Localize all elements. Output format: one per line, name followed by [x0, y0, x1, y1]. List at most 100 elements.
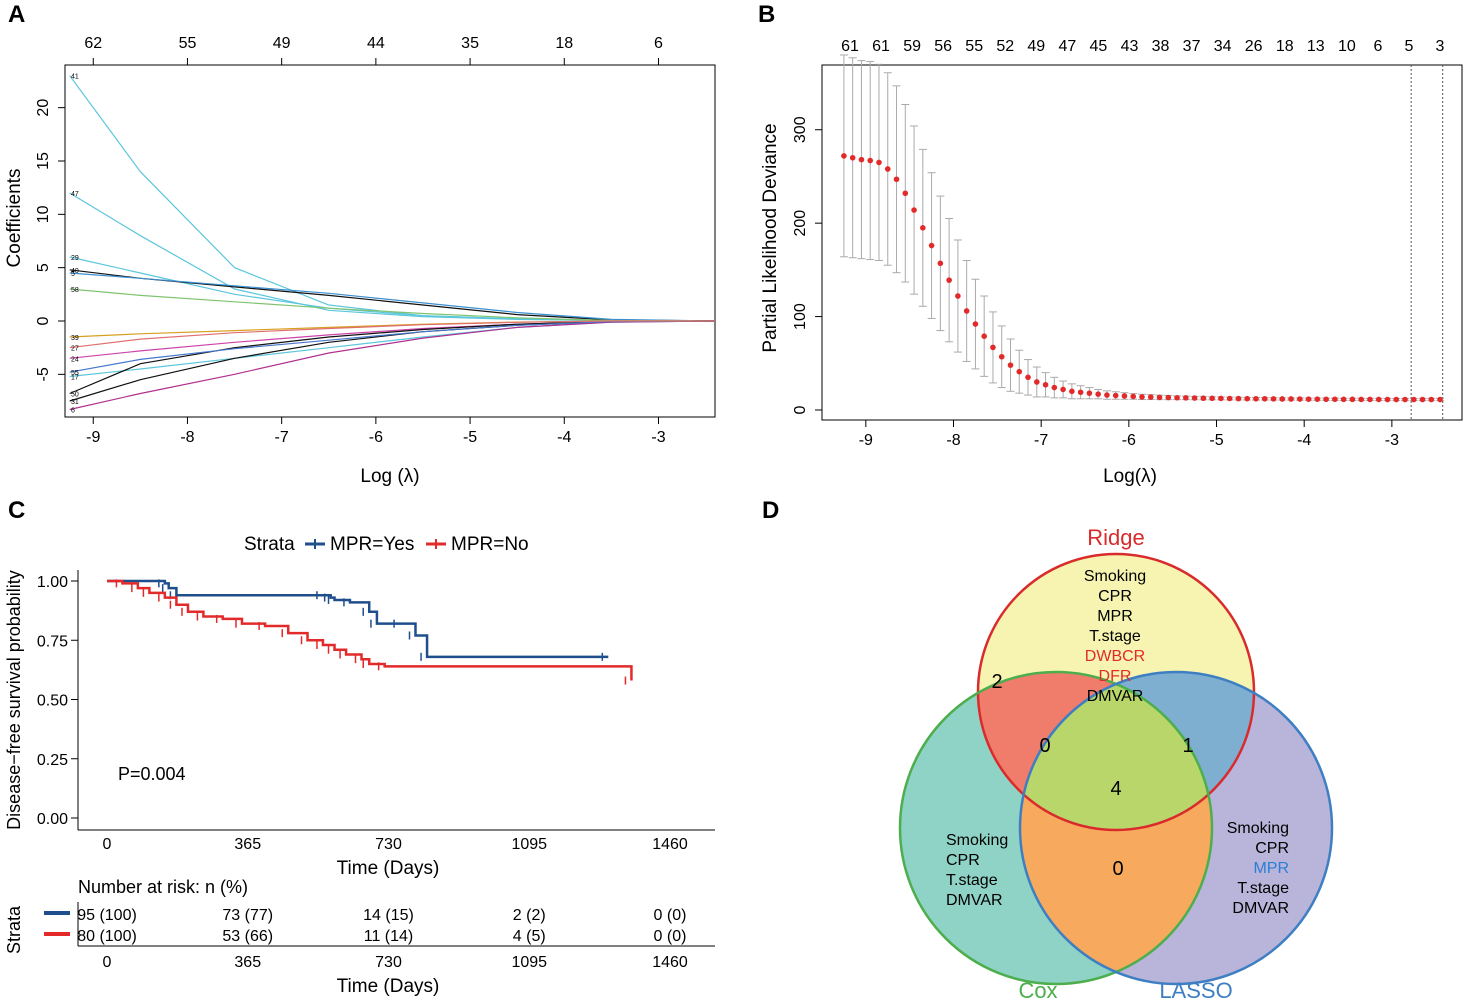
- panel-b-frame: [821, 64, 1463, 421]
- b-top-label: 5: [1404, 38, 1413, 55]
- deviance-point: [1340, 396, 1347, 403]
- b-xtick-label: -5: [1209, 432, 1223, 449]
- a-top-label: 55: [179, 35, 197, 52]
- risk-cell: 11 (14): [364, 928, 414, 945]
- coef-path-27: [69, 320, 715, 349]
- coef-path-label: 29: [71, 255, 79, 262]
- deviance-point: [911, 207, 917, 213]
- cox-gene: CPR: [946, 852, 980, 869]
- risk-strata-label: Strata: [4, 905, 24, 954]
- deviance-point: [1121, 393, 1128, 399]
- b-top-label: 34: [1214, 38, 1232, 55]
- b-xtick-label: -9: [859, 432, 873, 449]
- b-top-label: 56: [934, 38, 952, 55]
- ridge-gene: MPR: [1097, 608, 1133, 625]
- deviance-point: [1183, 395, 1189, 401]
- b-top-label: 49: [1027, 38, 1045, 55]
- b-top-label: 45: [1090, 38, 1108, 55]
- count-ridge-lasso: 1: [1182, 735, 1193, 757]
- risk-xtick-label: 730: [375, 954, 402, 971]
- risk-cell: 80 (100): [77, 928, 137, 945]
- coef-path-50: [69, 320, 716, 395]
- b-top-label: 43: [1121, 38, 1139, 55]
- deviance-point: [1060, 386, 1066, 393]
- c-ytick-label: 0.50: [37, 693, 68, 710]
- km-ylabel: Disease−free survival probability: [4, 570, 24, 830]
- a-xtick-label: -9: [86, 429, 100, 446]
- panel-a-ylabel: Coefficients: [4, 169, 25, 268]
- b-top-label: 26: [1245, 38, 1263, 55]
- b-top-label: 3: [1436, 38, 1445, 55]
- deviance-point: [1025, 374, 1031, 381]
- deviance-point: [867, 157, 874, 164]
- cox-gene: DMVAR: [946, 892, 1003, 909]
- coef-path-label: 47: [71, 191, 79, 198]
- b-top-label: 55: [965, 38, 983, 55]
- coef-path-24: [69, 320, 716, 359]
- km-curve-1: [107, 579, 633, 681]
- coef-path-6: [69, 320, 716, 411]
- deviance-point: [841, 153, 847, 159]
- ridge-gene: DWBCR: [1085, 648, 1145, 665]
- risk-cell: 4 (5): [513, 928, 546, 945]
- deviance-point: [1244, 395, 1251, 402]
- c-xtick-label: 730: [375, 836, 402, 853]
- deviance-point: [1209, 395, 1215, 402]
- risk-cell: 95 (100): [77, 907, 137, 924]
- a-top-label: 62: [84, 35, 102, 52]
- panel-b-xlabel: Log(λ): [1103, 466, 1157, 487]
- cox-title: Cox: [1018, 978, 1057, 1001]
- deviance-point: [1191, 395, 1198, 401]
- deviance-point: [1130, 393, 1137, 400]
- deviance-point: [1253, 395, 1259, 402]
- deviance-point: [884, 166, 891, 172]
- cox-gene: Smoking: [946, 832, 1008, 849]
- b-top-label: 61: [841, 38, 859, 55]
- lasso-gene: T.stage: [1237, 880, 1289, 897]
- a-top-label: 35: [461, 35, 479, 52]
- a-ytick-label: 0: [35, 316, 52, 325]
- coef-path-label: 39: [71, 335, 79, 342]
- risk-cell: 73 (77): [222, 907, 273, 924]
- coef-path-label: 24: [71, 356, 79, 363]
- deviance-point: [1016, 368, 1023, 375]
- deviance-point: [1200, 395, 1207, 402]
- b-xtick-label: -6: [1122, 432, 1136, 449]
- c-xtick-label: 0: [103, 836, 112, 853]
- b-xtick-label: -7: [1034, 432, 1048, 449]
- deviance-point: [1156, 394, 1163, 401]
- a-ytick-label: 10: [35, 205, 52, 223]
- deviance-point: [902, 190, 909, 197]
- coef-path-label: 50: [71, 392, 79, 399]
- deviance-point: [1288, 396, 1294, 402]
- deviance-point: [981, 333, 987, 339]
- deviance-point: [928, 242, 935, 249]
- b-top-label: 13: [1307, 38, 1325, 55]
- b-top-label: 10: [1338, 38, 1356, 55]
- panel-c-survival: Strata MPR=Yes MPR=No Disease−free survi…: [4, 534, 715, 997]
- deviance-point: [990, 344, 996, 351]
- deviance-point: [876, 159, 882, 166]
- panel-a-xlabel: Log (λ): [360, 466, 419, 487]
- deviance-point: [1367, 396, 1373, 403]
- deviance-point: [1332, 396, 1338, 403]
- risk-xlabel: Time (Days): [337, 976, 440, 997]
- panel-c-label: C: [8, 497, 25, 524]
- ridge-gene: DMVAR: [1087, 688, 1144, 705]
- b-ytick-label: 200: [792, 210, 809, 237]
- deviance-point: [1218, 395, 1224, 402]
- panel-a-coefficient-paths: Log (λ) Coefficients 4147294055824175031…: [4, 35, 716, 487]
- risk-xtick-label: 1095: [511, 954, 547, 971]
- deviance-point: [1086, 390, 1093, 396]
- a-ytick-label: -5: [35, 367, 52, 381]
- lasso-title: LASSO: [1159, 978, 1232, 1001]
- deviance-point: [1147, 394, 1154, 400]
- b-top-label: 47: [1058, 38, 1076, 55]
- a-xtick-label: -8: [180, 429, 194, 446]
- risk-cell: 53 (66): [222, 928, 273, 945]
- panel-d-label: D: [762, 497, 779, 524]
- deviance-point: [1419, 396, 1426, 403]
- panel-b-cv-deviance: Log(λ) Partial Likelihood Deviance -9 -8 -…: [760, 38, 1463, 487]
- deviance-point: [1305, 396, 1312, 402]
- coef-path-label: 5: [71, 271, 75, 278]
